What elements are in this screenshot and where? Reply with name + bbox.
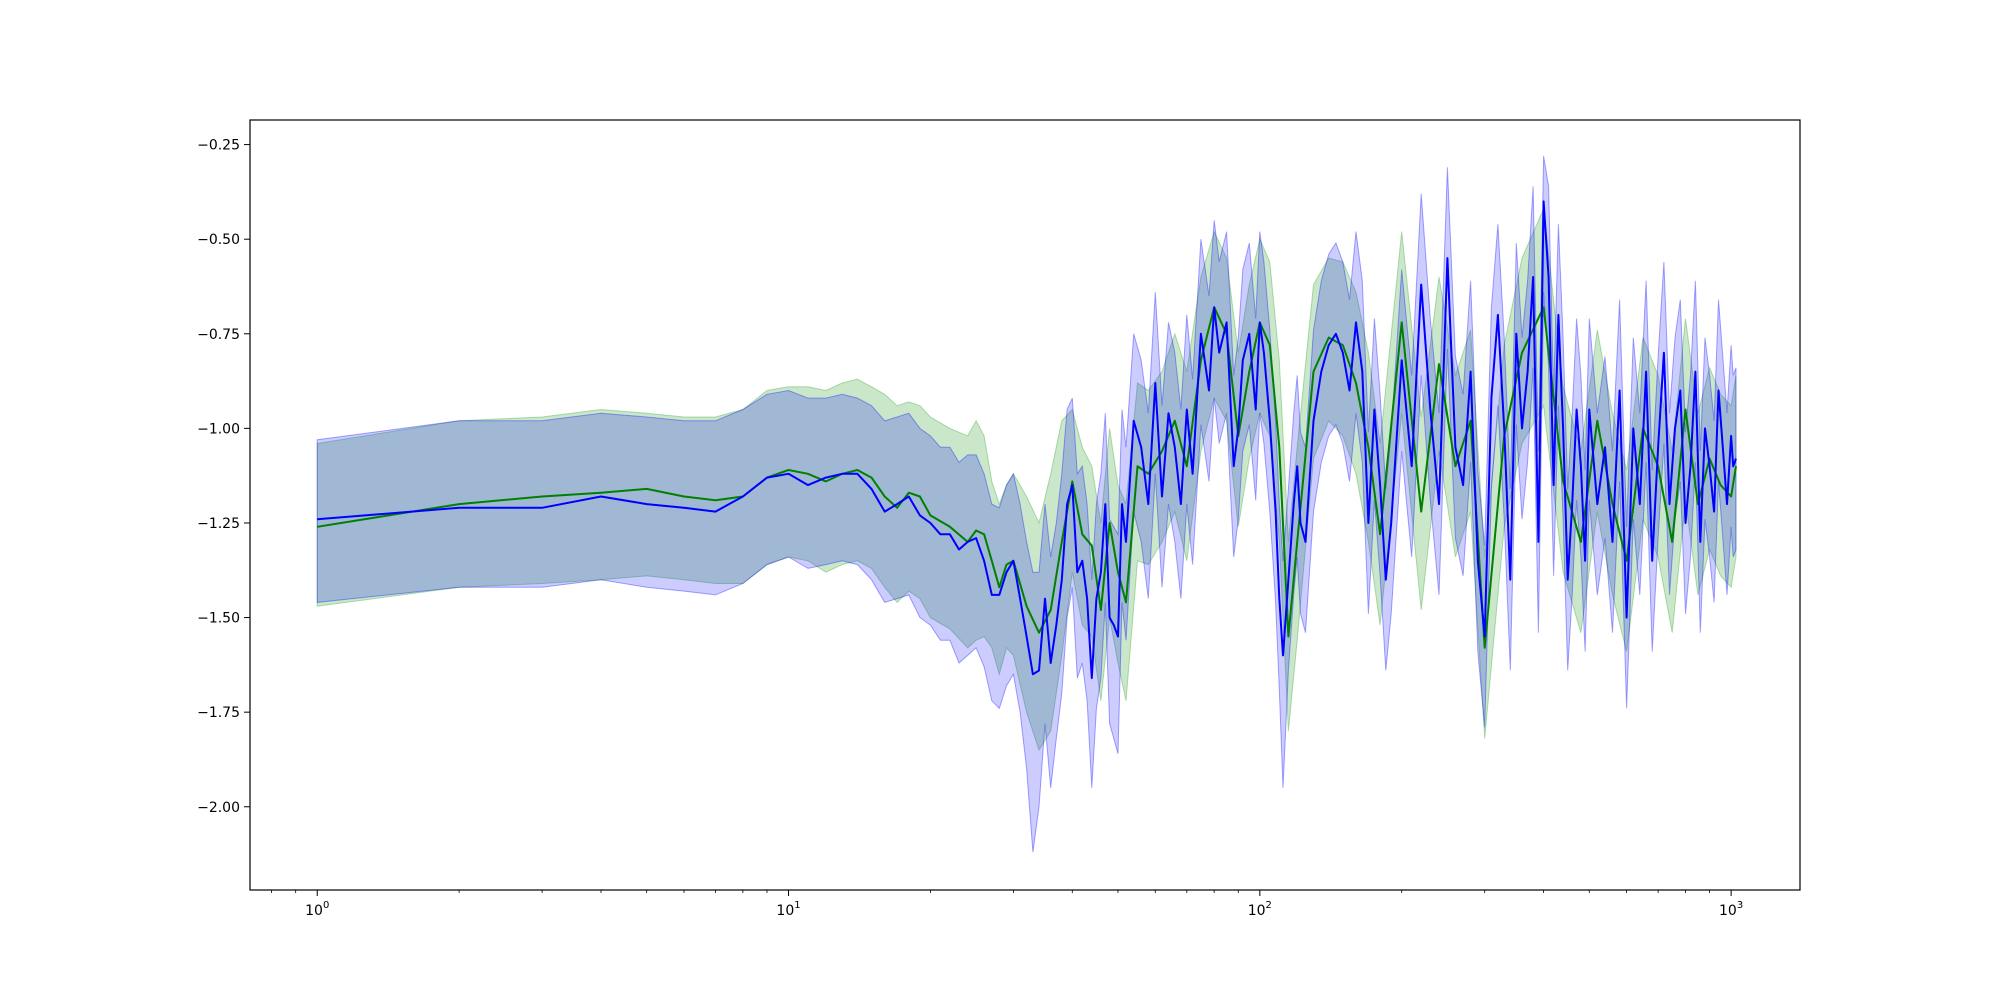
plot-area (316, 155, 1737, 853)
x-tick-label: 100 (305, 900, 329, 919)
series-2-band (316, 155, 1737, 853)
axes-frame (249, 119, 1801, 891)
y-tick-label: −0.75 (197, 327, 240, 343)
y-tick-label: −1.00 (197, 421, 240, 437)
y-tick-label: −1.25 (197, 516, 240, 532)
x-tick-label: 101 (776, 900, 800, 919)
axes: −0.25 −0.50 −0.75 −1.00 −1.25 −1.50 −1.75 −2.00… (197, 138, 1743, 919)
y-tick-label: −2.00 (197, 800, 240, 816)
x-tick-label: 102 (1248, 900, 1272, 919)
series-2-line (317, 200, 1737, 680)
y-tick-label: −0.50 (197, 232, 240, 248)
y-tick-label: −0.25 (197, 138, 240, 154)
y-tick-label: −1.75 (197, 705, 240, 721)
x-tick-label: 103 (1719, 900, 1743, 919)
y-tick-label: −1.50 (197, 611, 240, 627)
